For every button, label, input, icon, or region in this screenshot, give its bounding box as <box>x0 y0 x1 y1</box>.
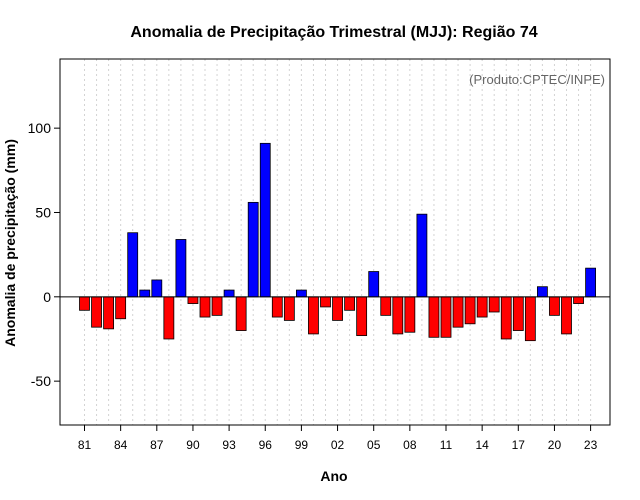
x-tick-label: 02 <box>331 438 345 452</box>
bar-1996 <box>259 142 271 298</box>
bar-2006 <box>380 296 392 316</box>
bar-2021 <box>561 296 572 335</box>
bar-2004 <box>356 296 368 337</box>
bar-2012 <box>452 296 464 328</box>
bar-1995 <box>247 201 259 298</box>
x-tick-label: 14 <box>475 438 489 452</box>
bar-2018 <box>524 296 536 342</box>
x-tick-label: 87 <box>150 438 164 452</box>
bar-1998 <box>283 296 295 321</box>
bar-1997 <box>271 296 283 318</box>
bar-1991 <box>199 296 211 318</box>
y-tick-label: 50 <box>35 204 51 220</box>
bar-1993 <box>223 289 235 298</box>
bar-2017 <box>512 296 524 331</box>
bar-2023 <box>585 267 596 298</box>
bar-1981 <box>79 296 90 311</box>
bars <box>79 142 596 342</box>
x-tick-label: 17 <box>512 438 526 452</box>
bar-1982 <box>91 296 102 328</box>
bar-1999 <box>295 289 307 298</box>
bar-2019 <box>537 286 548 298</box>
x-tick-label: 96 <box>259 438 273 452</box>
bar-1983 <box>103 296 114 330</box>
bar-2000 <box>308 296 319 335</box>
y-tick-label: 0 <box>43 289 51 305</box>
bar-1985 <box>127 232 139 298</box>
bar-2007 <box>392 296 404 335</box>
x-tick-label: 84 <box>114 438 128 452</box>
y-tick-label: 100 <box>28 120 52 136</box>
bar-1990 <box>187 296 199 304</box>
bar-2010 <box>428 296 440 338</box>
bar-2020 <box>549 296 560 316</box>
x-tick-label: 05 <box>367 438 381 452</box>
bar-1989 <box>175 239 187 298</box>
bar-2003 <box>344 296 356 311</box>
bar-2001 <box>320 296 331 308</box>
y-axis-label: Anomalia de precipitação (mm) <box>2 139 18 347</box>
plot-frame <box>59 58 611 426</box>
bar-2015 <box>488 296 500 313</box>
bar-2002 <box>332 296 343 321</box>
bar-2009 <box>416 213 428 298</box>
bar-2011 <box>440 296 452 338</box>
bar-2008 <box>404 296 416 333</box>
bar-2013 <box>464 296 476 325</box>
bar-2022 <box>573 296 584 304</box>
bar-1984 <box>115 296 127 320</box>
bar-2005 <box>368 271 380 298</box>
bar-2014 <box>476 296 488 318</box>
x-tick-label: 93 <box>222 438 236 452</box>
bar-1988 <box>163 296 175 340</box>
y-axis: -50 0 50 100 <box>28 120 60 389</box>
bar-1987 <box>151 279 163 298</box>
bar-1992 <box>211 296 223 316</box>
x-axis-label: Ano <box>320 468 347 484</box>
vertical-gridlines <box>84 59 592 425</box>
x-axis: 81 84 87 90 93 96 99 02 05 08 11 14 17 20 23 <box>78 425 598 452</box>
x-tick-label: 20 <box>548 438 562 452</box>
x-tick-label: 23 <box>584 438 598 452</box>
bar-2016 <box>500 296 512 340</box>
x-tick-label: 90 <box>186 438 200 452</box>
chart-title: Anomalia de Precipitação Trimestral (MJJ… <box>130 24 537 41</box>
x-tick-label: 11 <box>440 438 453 452</box>
x-tick-label: 81 <box>78 438 92 452</box>
bar-1994 <box>235 296 247 331</box>
bar-1986 <box>139 289 151 298</box>
y-tick-label: -50 <box>31 373 51 389</box>
x-tick-label: 08 <box>403 438 417 452</box>
x-tick-label: 99 <box>295 438 309 452</box>
credit-text: (Produto:CPTEC/INPE) <box>469 72 605 87</box>
